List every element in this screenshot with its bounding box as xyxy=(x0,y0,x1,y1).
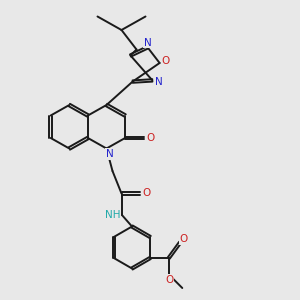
Text: N: N xyxy=(154,77,162,87)
Text: O: O xyxy=(161,56,170,67)
Text: O: O xyxy=(180,234,188,244)
Text: O: O xyxy=(146,133,155,143)
Text: NH: NH xyxy=(105,209,120,220)
Text: N: N xyxy=(106,149,114,159)
Text: N: N xyxy=(144,38,152,48)
Text: O: O xyxy=(143,188,151,199)
Text: O: O xyxy=(165,275,173,285)
